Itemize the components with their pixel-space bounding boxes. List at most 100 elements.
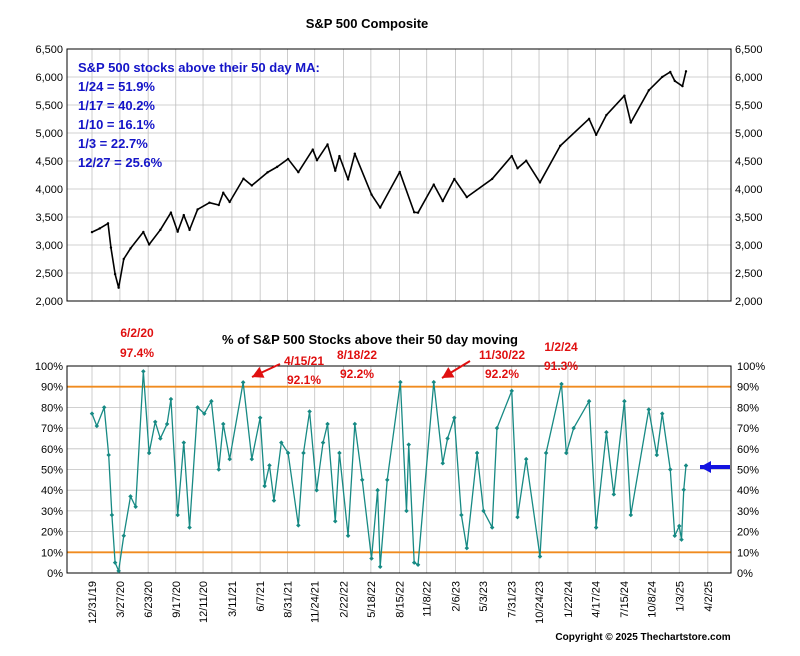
top-y-tick-right: 6,500 xyxy=(735,44,763,56)
copyright-text: Copyright © 2025 Thechartstore.com xyxy=(555,632,730,643)
x-tick-label: 5/3/23 xyxy=(478,581,490,612)
breadth-point xyxy=(593,525,599,530)
breadth-line xyxy=(91,370,687,572)
top-y-tick-left: 6,500 xyxy=(35,44,63,56)
peak-value-label: 92.2% xyxy=(340,367,374,381)
breadth-point xyxy=(679,537,684,542)
breadth-point xyxy=(659,411,665,416)
sp500-price-point xyxy=(90,230,94,234)
bottom-y-tick-left: 50% xyxy=(41,465,63,477)
breadth-point xyxy=(296,523,301,528)
breadth-point xyxy=(404,508,409,514)
sp500-price-point xyxy=(629,121,633,124)
top-y-tick-left: 2,000 xyxy=(35,296,63,308)
breadth-point xyxy=(227,456,232,462)
breadth-point xyxy=(543,450,549,456)
breadth-point xyxy=(668,467,673,472)
bottom-y-tick-right: 70% xyxy=(737,423,759,435)
sp500-price-point xyxy=(441,199,444,203)
breadth-point xyxy=(195,405,200,410)
sp500-price-point xyxy=(353,152,357,155)
x-tick-label: 1/22/24 xyxy=(563,581,575,618)
sp500-price-point xyxy=(142,230,145,234)
x-tick-label: 7/31/23 xyxy=(507,581,519,618)
x-tick-label: 10/24/23 xyxy=(534,581,546,624)
sp500-price-point xyxy=(465,195,469,199)
top-y-tick-left: 3,000 xyxy=(35,240,63,252)
breadth-point xyxy=(320,440,326,445)
blue-arrow-current-head xyxy=(700,461,711,473)
bottom-y-tick-right: 30% xyxy=(737,506,759,518)
sp500-price-point xyxy=(559,144,562,148)
sp500-price-point xyxy=(538,181,542,184)
bottom-y-tick-right: 50% xyxy=(737,465,759,477)
sp500-price-point xyxy=(297,171,300,174)
bottom-y-tick-labels: 0% 0% 10% 10% 20% 20% 30% 30% 40% 40% 50% 50% 60% 60%… xyxy=(35,361,765,580)
breadth-point xyxy=(249,456,255,462)
breadth-point xyxy=(515,514,520,520)
bottom-y-tick-left: 0% xyxy=(47,568,63,580)
sp500-price-point xyxy=(370,193,373,196)
top-y-tick-left: 2,500 xyxy=(35,268,63,280)
bottom-y-tick-left: 90% xyxy=(41,382,63,394)
peak-value-label: 92.2% xyxy=(485,367,519,381)
top-y-tick-right: 6,000 xyxy=(735,72,763,84)
breadth-point xyxy=(377,564,383,570)
breadth-point xyxy=(523,456,529,462)
bottom-y-tick-left: 70% xyxy=(41,423,63,435)
x-tick-label: 2/6/23 xyxy=(451,581,463,612)
sp500-price-point xyxy=(432,183,435,186)
bottom-y-tick-left: 30% xyxy=(41,506,63,518)
top-plot-frame xyxy=(66,48,732,302)
top-y-tick-right: 3,500 xyxy=(735,212,763,224)
breadth-point xyxy=(202,411,207,416)
bottom-y-tick-right: 0% xyxy=(737,568,753,580)
x-tick-label: 7/15/24 xyxy=(619,581,631,618)
peak-value-label: 97.4% xyxy=(120,346,154,360)
sp500-price-point xyxy=(661,75,664,79)
sp500-price-point xyxy=(594,133,598,137)
breadth-point xyxy=(440,461,446,466)
sp500-price-point xyxy=(250,184,254,187)
sp500-price-point xyxy=(587,117,591,120)
sp500-price-point xyxy=(524,159,528,162)
top-y-tick-right: 3,000 xyxy=(735,240,763,252)
bottom-y-tick-left: 100% xyxy=(35,361,63,373)
peak-date-label: 6/2/20 xyxy=(120,326,154,340)
x-tick-label: 8/15/22 xyxy=(394,581,406,618)
breadth-point xyxy=(271,498,277,503)
breadth-point xyxy=(384,477,390,483)
x-tick-label: 2/22/22 xyxy=(339,581,351,618)
breadth-point xyxy=(398,379,403,385)
breadth-point xyxy=(314,487,319,493)
x-tick-label: 1/3/25 xyxy=(674,581,686,612)
top-y-tick-right: 4,000 xyxy=(735,184,763,196)
breadth-point xyxy=(375,487,380,493)
sp500-price-point xyxy=(334,169,337,172)
breadth-point xyxy=(474,450,480,456)
bottom-y-tick-left: 40% xyxy=(41,485,63,497)
sp500-price-point xyxy=(684,70,688,73)
breadth-point xyxy=(681,487,687,493)
breadth-point xyxy=(445,436,450,441)
breadth-point xyxy=(209,398,214,404)
top-y-tick-right: 2,000 xyxy=(735,296,763,308)
sp500-price-point xyxy=(122,257,125,261)
breadth-point xyxy=(459,512,464,518)
sp500-price-point xyxy=(378,206,382,209)
bottom-y-tick-right: 80% xyxy=(737,402,759,414)
sp500-price-point xyxy=(208,201,211,204)
sp500-price-point xyxy=(109,246,113,249)
sp500-price-point xyxy=(106,222,110,225)
breadth-point xyxy=(676,523,682,529)
bottom-y-tick-right: 100% xyxy=(737,361,765,373)
breadth-point xyxy=(494,425,500,431)
breadth-point xyxy=(646,407,652,412)
breadth-point xyxy=(240,380,246,385)
peak-date-label: 11/30/22 xyxy=(479,348,525,362)
breadth-point xyxy=(325,421,330,427)
sp500-price-point xyxy=(242,177,245,180)
sp500-price-point xyxy=(398,170,401,174)
bottom-series xyxy=(89,369,689,574)
